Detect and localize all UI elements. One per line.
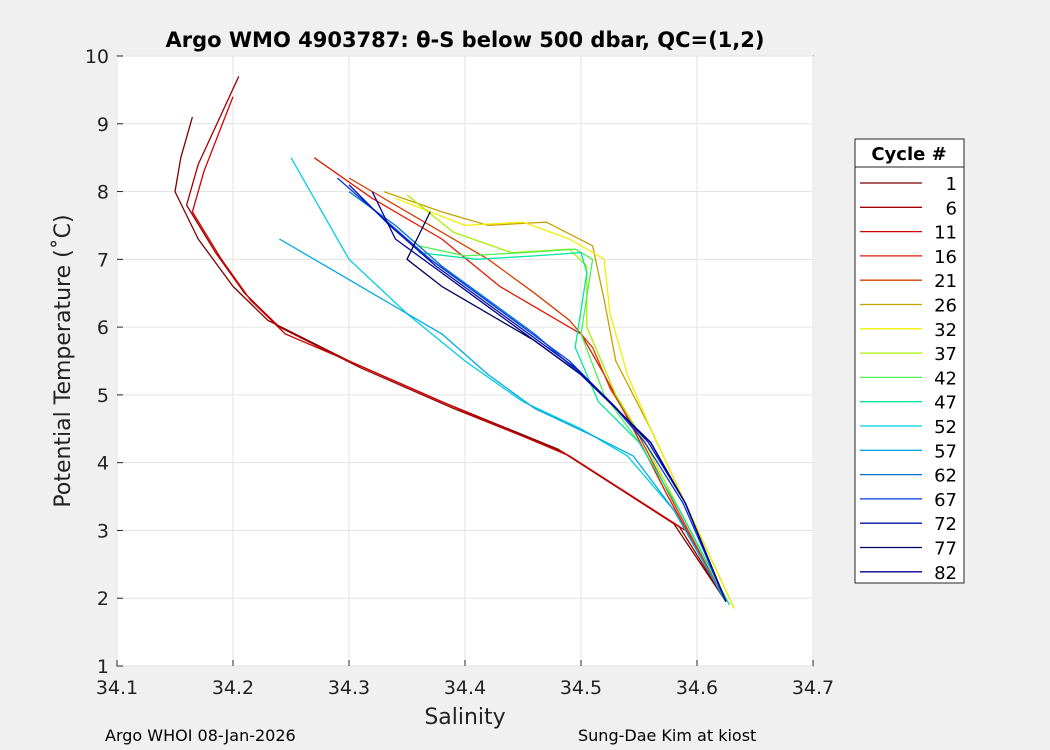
y-tick-label: 10 — [85, 46, 109, 68]
legend-box — [854, 138, 965, 584]
y-axis: 1 2 3 4 5 6 7 8 9 10 — [85, 46, 123, 678]
legend-label: 21 — [934, 271, 957, 292]
series-line-cycle-52 — [290, 157, 727, 602]
legend-label: 82 — [934, 563, 957, 584]
legend-label: 77 — [934, 539, 957, 560]
x-tick-label: 34.7 — [792, 677, 834, 699]
y-tick-label: 5 — [97, 385, 109, 407]
grid — [116, 55, 814, 667]
legend-label: 6 — [946, 198, 957, 219]
x-tick-label: 34.4 — [444, 677, 486, 699]
legend-label: 1 — [946, 174, 957, 195]
y-tick-label: 2 — [97, 588, 109, 610]
y-tick-label: 3 — [97, 520, 109, 542]
y-tick-label: 6 — [97, 317, 109, 339]
series-lines — [174, 76, 735, 609]
legend-label: 62 — [934, 466, 957, 487]
series-line-cycle-47 — [418, 251, 731, 606]
x-tick-label: 34.5 — [560, 677, 602, 699]
y-tick-label: 7 — [97, 249, 109, 271]
legend-label: 16 — [934, 247, 957, 268]
legend-label: 42 — [934, 368, 957, 389]
y-tick-label: 8 — [97, 182, 109, 204]
x-tick-label: 34.3 — [328, 677, 370, 699]
legend-label: 57 — [934, 441, 957, 462]
series-line-cycle-57 — [279, 238, 727, 602]
legend-label: 72 — [934, 514, 957, 535]
x-tick-label: 34.6 — [676, 677, 718, 699]
legend-label: 47 — [934, 393, 957, 414]
y-axis-label: Potential Temperature (˚C) — [51, 214, 76, 507]
y-tick-label: 4 — [97, 453, 109, 475]
legend-label: 11 — [934, 223, 957, 244]
legend-title: Cycle # — [871, 144, 946, 165]
series-line-cycle-72 — [348, 184, 727, 602]
legend-label: 67 — [934, 490, 957, 511]
footer-left: Argo WHOI 08-Jan-2026 — [105, 726, 296, 745]
series-line-cycle-67 — [336, 177, 727, 602]
y-tick-label: 1 — [97, 656, 109, 678]
series-line-cycle-32 — [395, 197, 735, 609]
y-tick-label: 9 — [97, 114, 109, 136]
legend-label: 37 — [934, 344, 957, 365]
x-axis-label: Salinity — [424, 705, 505, 730]
x-tick-label: 34.2 — [212, 677, 254, 699]
footer-right: Sung-Dae Kim at kiost — [578, 726, 756, 745]
chart-title: Argo WMO 4903787: θ-S below 500 dbar, QC… — [166, 28, 765, 52]
legend-label: 26 — [934, 296, 957, 317]
x-axis: 34.1 34.2 34.3 34.4 34.5 34.6 34.7 — [96, 660, 834, 699]
series-line-cycle-82 — [371, 191, 727, 602]
legend-label: 32 — [934, 320, 957, 341]
x-tick-label: 34.1 — [96, 677, 138, 699]
legend-label: 52 — [934, 417, 957, 438]
series-line-cycle-11 — [191, 96, 727, 602]
